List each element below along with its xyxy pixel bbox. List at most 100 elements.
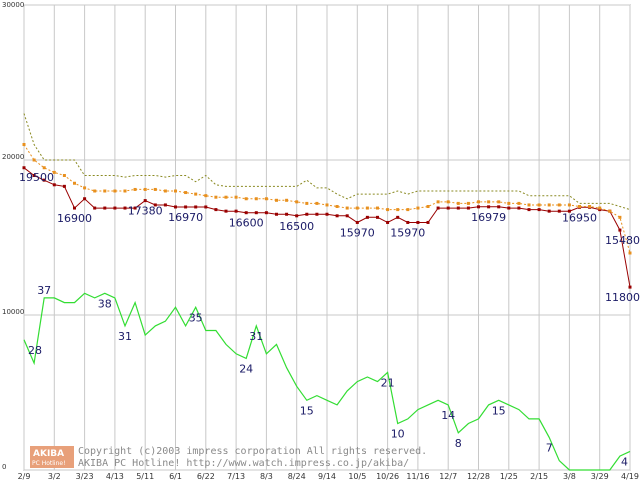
data-point — [598, 206, 602, 210]
data-point — [507, 206, 511, 210]
chart-grid — [23, 4, 631, 471]
data-point — [345, 206, 349, 210]
x-tick-label: 10/26 — [376, 472, 399, 480]
data-point — [527, 203, 531, 207]
data-point — [466, 201, 470, 205]
data-point — [557, 209, 561, 213]
data-point — [537, 203, 541, 207]
x-tick-label: 1/25 — [500, 472, 518, 480]
data-point — [557, 203, 561, 207]
data-point — [184, 205, 188, 209]
price-data-label: 15480 — [605, 234, 640, 247]
data-point — [567, 209, 571, 213]
data-point — [204, 194, 208, 198]
data-point — [184, 191, 188, 195]
data-point — [83, 197, 87, 201]
data-point — [244, 211, 248, 215]
data-point — [487, 205, 491, 209]
x-tick-label: 3/8 — [563, 472, 576, 480]
price-data-label: 16979 — [471, 211, 506, 224]
data-point — [123, 189, 127, 193]
count-data-label: 37 — [37, 284, 51, 297]
count-data-label: 15 — [492, 404, 506, 417]
count-data-label: 10 — [391, 428, 405, 441]
y-tick-label: 0 — [2, 463, 6, 471]
price-data-label: 11800 — [605, 291, 640, 304]
count-data-label: 24 — [239, 362, 253, 375]
data-point — [618, 215, 622, 219]
x-tick-label: 10/5 — [348, 472, 366, 480]
y-axis-ticks: 0 10000 20000 30000 — [2, 1, 24, 471]
data-point — [578, 205, 581, 208]
logo-main-text: AKIBA — [33, 449, 64, 459]
price-data-label: 16900 — [57, 212, 92, 225]
price-data-label: 16970 — [168, 211, 203, 224]
x-tick-label: 12/28 — [467, 472, 490, 480]
data-point — [416, 206, 420, 210]
series-layer — [22, 113, 632, 471]
data-point — [93, 206, 97, 210]
data-point — [163, 203, 167, 207]
x-tick-label: 6/1 — [169, 472, 182, 480]
data-point — [52, 170, 56, 174]
data-point — [497, 205, 501, 209]
series-line — [23, 113, 631, 211]
data-point — [254, 211, 258, 215]
data-point — [83, 186, 87, 190]
data-point — [376, 215, 379, 219]
data-point — [537, 208, 541, 212]
data-point — [113, 189, 117, 193]
count-data-label: 7 — [546, 441, 553, 454]
data-point — [275, 198, 278, 202]
data-point — [598, 208, 602, 212]
count-data-label: 31 — [249, 330, 263, 343]
data-point — [153, 203, 157, 207]
y-tick-label: 20000 — [2, 153, 24, 161]
data-point — [335, 205, 339, 208]
data-point — [174, 205, 177, 209]
data-point — [32, 158, 36, 162]
data-point — [234, 195, 238, 199]
data-point — [628, 251, 632, 255]
x-tick-label: 8/3 — [260, 472, 273, 480]
data-point — [32, 174, 36, 177]
data-point — [93, 189, 97, 193]
data-point — [204, 205, 208, 209]
data-point — [264, 197, 268, 201]
data-point — [103, 206, 107, 210]
data-point — [163, 189, 167, 193]
x-tick-label: 3/23 — [76, 472, 94, 480]
price-data-label: 16950 — [562, 211, 597, 224]
data-point — [527, 208, 531, 212]
data-point — [224, 195, 228, 199]
data-point — [275, 212, 278, 216]
data-point — [446, 206, 450, 210]
data-point — [547, 209, 551, 213]
data-point — [234, 209, 238, 213]
data-point — [386, 208, 390, 212]
data-point — [446, 200, 450, 204]
x-tick-label: 6/22 — [197, 472, 215, 480]
data-point — [456, 201, 460, 205]
data-point — [416, 220, 420, 224]
data-point — [244, 197, 248, 201]
x-tick-label: 11/16 — [406, 472, 429, 480]
data-point — [143, 187, 147, 191]
price-data-label: 15970 — [340, 226, 375, 239]
x-tick-label: 3/29 — [591, 472, 609, 480]
data-point — [254, 197, 258, 201]
count-data-label: 14 — [441, 409, 455, 422]
data-point — [143, 199, 147, 203]
count-data-label: 38 — [98, 297, 112, 310]
x-tick-label: 12/7 — [439, 472, 457, 480]
data-point — [386, 220, 390, 224]
y-tick-label: 10000 — [2, 308, 24, 316]
data-point — [194, 205, 198, 209]
data-point — [22, 143, 26, 146]
x-tick-label: 4/19 — [621, 472, 639, 480]
data-point — [517, 206, 521, 210]
data-point — [618, 228, 622, 232]
data-point — [567, 203, 571, 207]
price-data-label: 19500 — [19, 171, 54, 184]
data-point — [42, 178, 46, 182]
